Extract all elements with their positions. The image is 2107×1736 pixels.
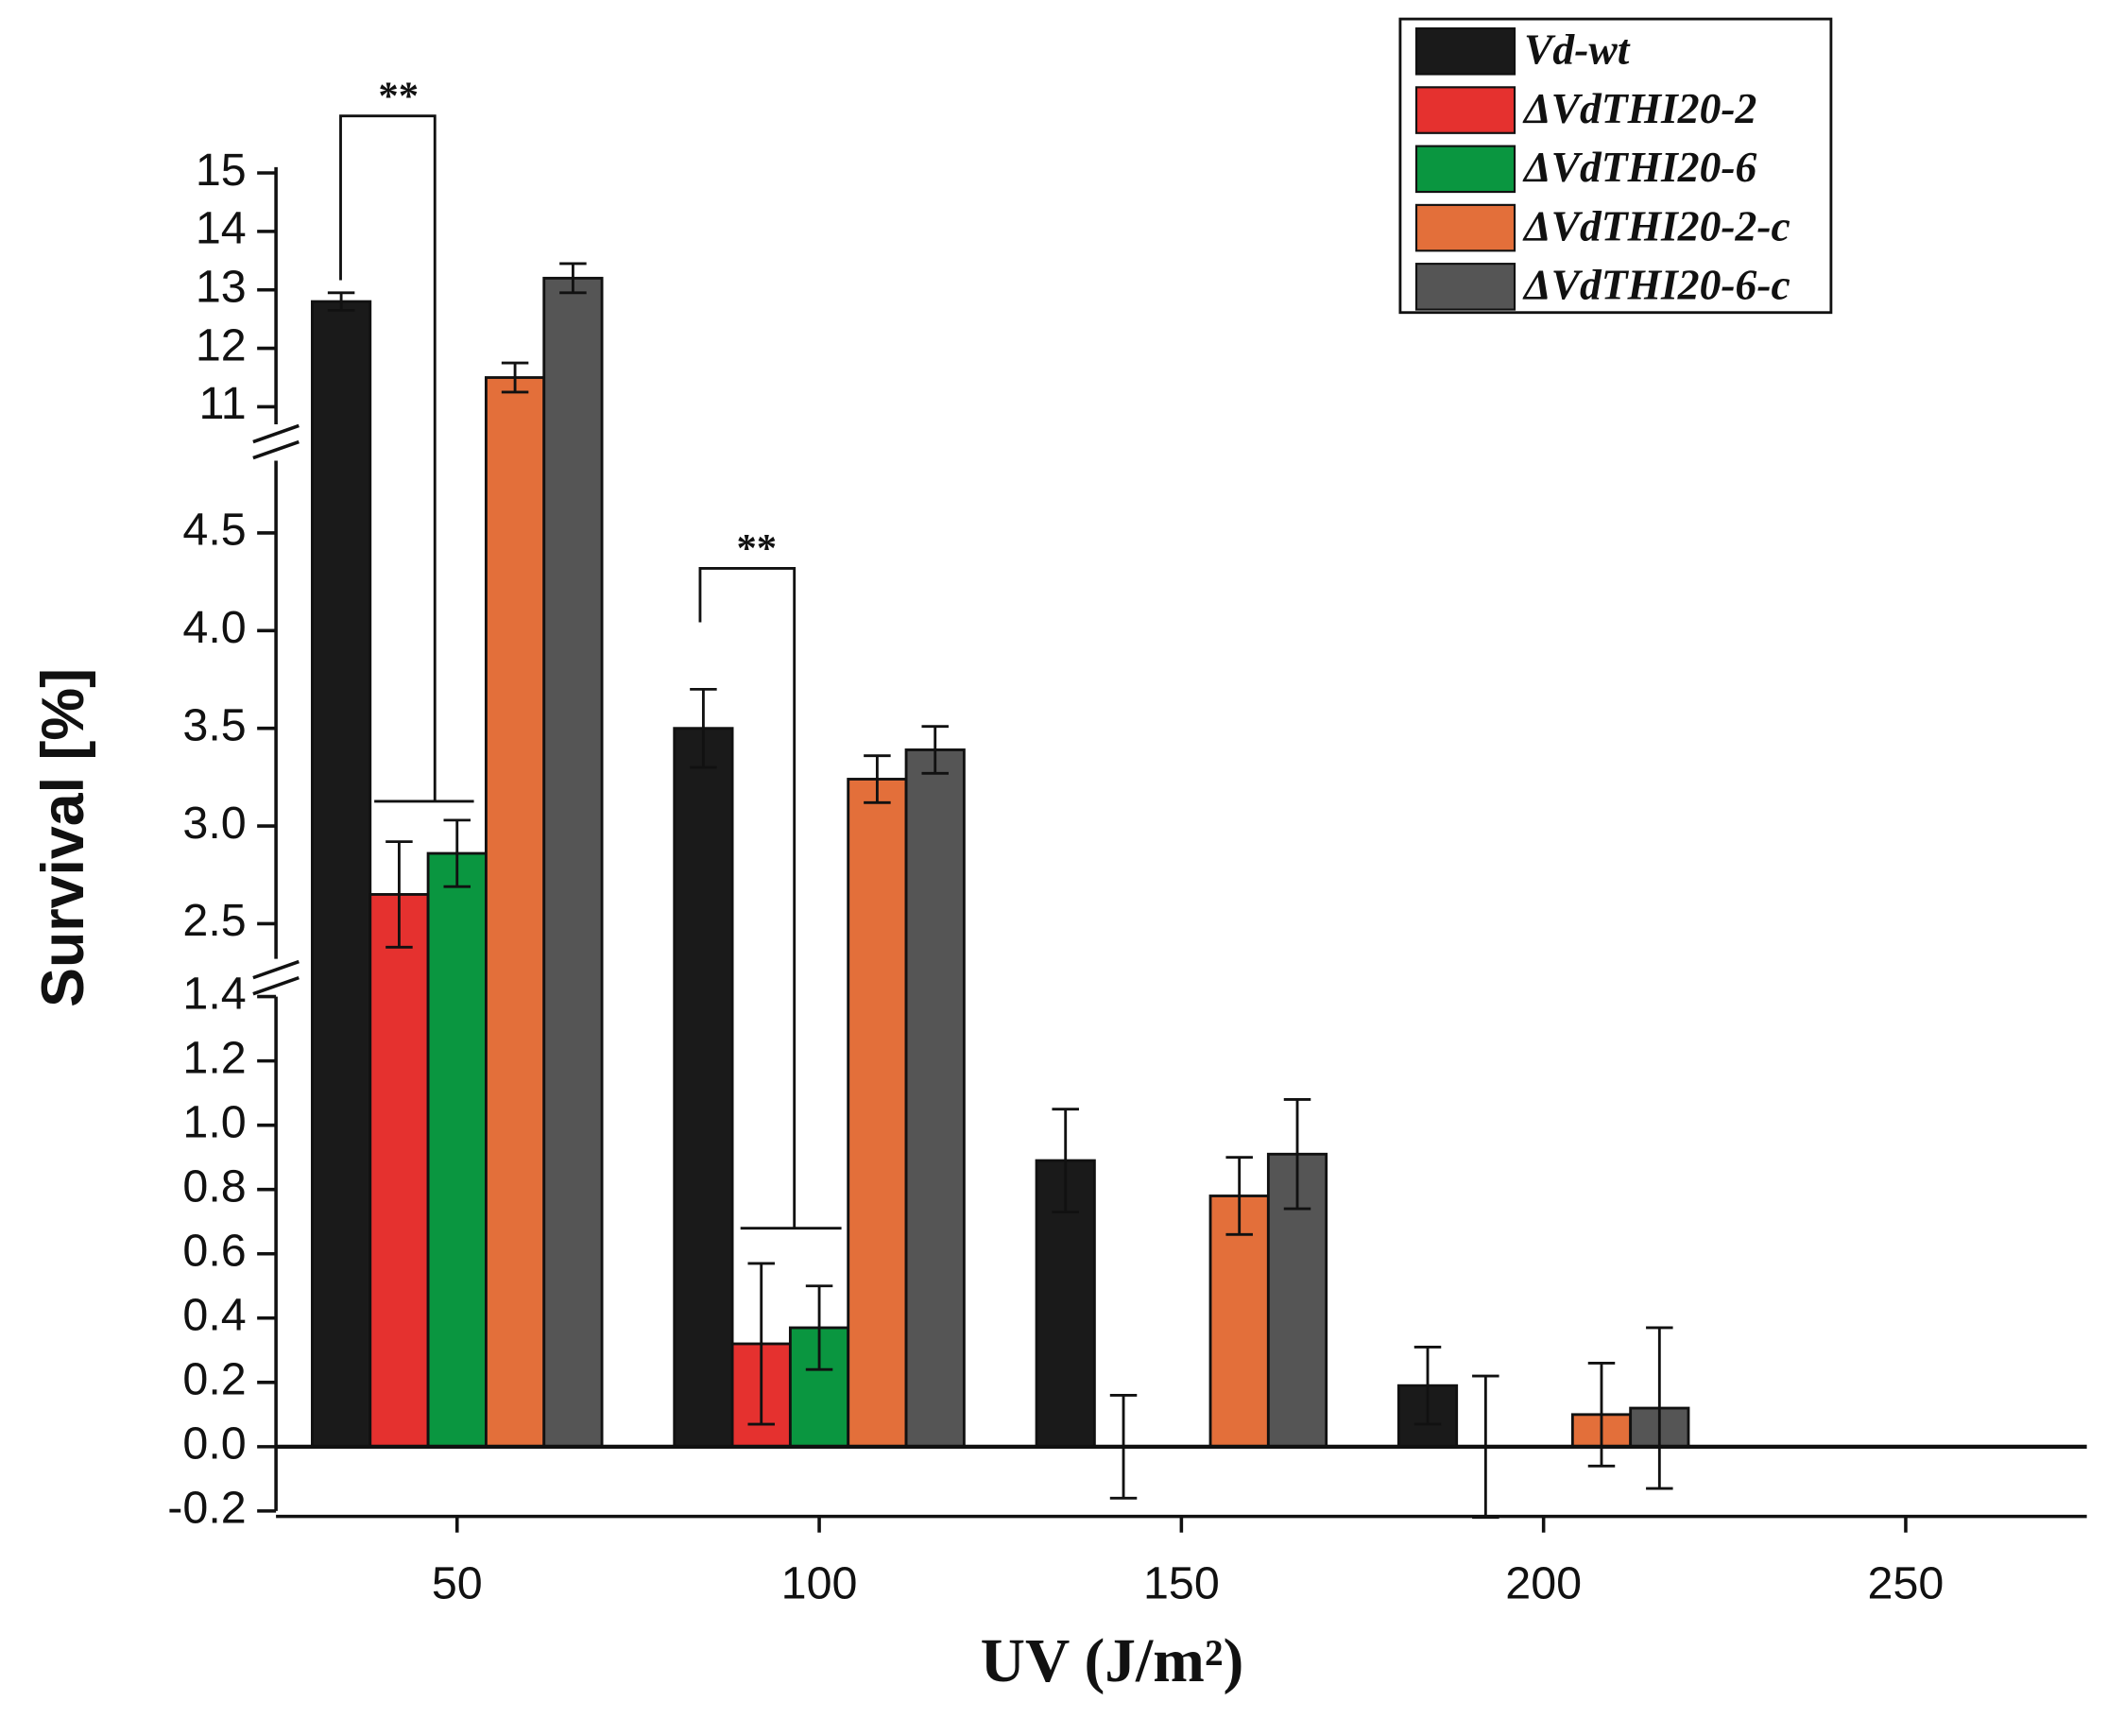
error-bar [327, 291, 355, 312]
legend-label: Vd-wt [1524, 26, 1631, 74]
error-bar [559, 262, 587, 295]
break-mark [252, 423, 300, 444]
error-bar [1225, 1156, 1253, 1236]
y-axis-title: Survival [%] [30, 668, 96, 1007]
bar [426, 851, 488, 1449]
y-tick-label: 1.4 [182, 968, 246, 1019]
bar [847, 778, 908, 1449]
error-bar [385, 840, 413, 949]
error-bar [805, 1284, 833, 1371]
y-tick-label: 0.2 [182, 1354, 246, 1405]
y-tick-label: 4.5 [182, 505, 246, 556]
y-tick-label: 2.5 [182, 895, 246, 946]
error-bar [501, 361, 529, 394]
legend-label: ΔVdTHI20-2 [1522, 84, 1756, 132]
y-tick-label: 15 [196, 145, 247, 196]
significance-label: ** [736, 526, 777, 571]
bar [542, 276, 604, 1449]
significance-brackets [339, 114, 842, 1230]
error-bar [690, 687, 717, 769]
y-tick-label: -0.2 [167, 1483, 246, 1534]
error-bar [921, 725, 949, 775]
y-tick-label: 4.0 [182, 602, 246, 653]
bar [904, 748, 966, 1449]
legend-swatch [1414, 145, 1516, 194]
error-bar [864, 754, 891, 804]
legend-label: ΔVdTHI20-6 [1522, 143, 1757, 191]
x-tick-label: 250 [1868, 1557, 1944, 1608]
axis-breaks [252, 423, 300, 996]
bar [484, 376, 546, 1449]
x-tick-label: 100 [781, 1557, 858, 1608]
x-tick-label: 150 [1143, 1557, 1220, 1608]
y-tick-label: 14 [196, 203, 247, 254]
y-tick-label: 1.0 [182, 1096, 246, 1147]
error-bar [747, 1262, 775, 1426]
y-tick-label: 0.0 [182, 1418, 246, 1470]
y-tick-label: 0.4 [182, 1290, 246, 1341]
break-mark [252, 439, 300, 460]
y-tick-label: 0.8 [182, 1160, 246, 1212]
y-tick-label: 3.0 [182, 798, 246, 849]
x-tick-label: 50 [432, 1557, 483, 1608]
y-tick-label: 11 [198, 378, 246, 429]
y-tick-label: 0.6 [182, 1226, 246, 1277]
legend-label: ΔVdTHI20-6-c [1522, 261, 1790, 309]
significance-label: ** [378, 74, 419, 118]
y-tick-label: 3.5 [182, 700, 246, 751]
error-bar [1587, 1361, 1616, 1468]
legend-swatch [1414, 263, 1516, 311]
y-tick-label: 13 [196, 262, 247, 313]
bar [673, 727, 734, 1449]
legend-swatch [1414, 26, 1516, 76]
x-tick-label: 200 [1505, 1557, 1582, 1608]
y-tick-label: 1.2 [182, 1032, 246, 1083]
legend-swatch [1414, 203, 1516, 252]
break-mark [252, 975, 300, 996]
break-mark [252, 959, 300, 980]
error-bar [1283, 1098, 1311, 1211]
bracket [698, 567, 797, 1229]
error-bar [1646, 1326, 1673, 1490]
x-axis-title: UV (J/m²) [981, 1627, 1244, 1695]
bar [311, 300, 372, 1449]
bracket [339, 114, 437, 801]
error-bar [1413, 1345, 1442, 1426]
bar [368, 893, 430, 1449]
error-bar [1052, 1108, 1079, 1213]
legend-swatch [1414, 86, 1516, 134]
y-tick-label: 12 [196, 319, 247, 370]
error-bar [443, 818, 471, 888]
legend-label: ΔVdTHI20-2-c [1522, 201, 1790, 249]
